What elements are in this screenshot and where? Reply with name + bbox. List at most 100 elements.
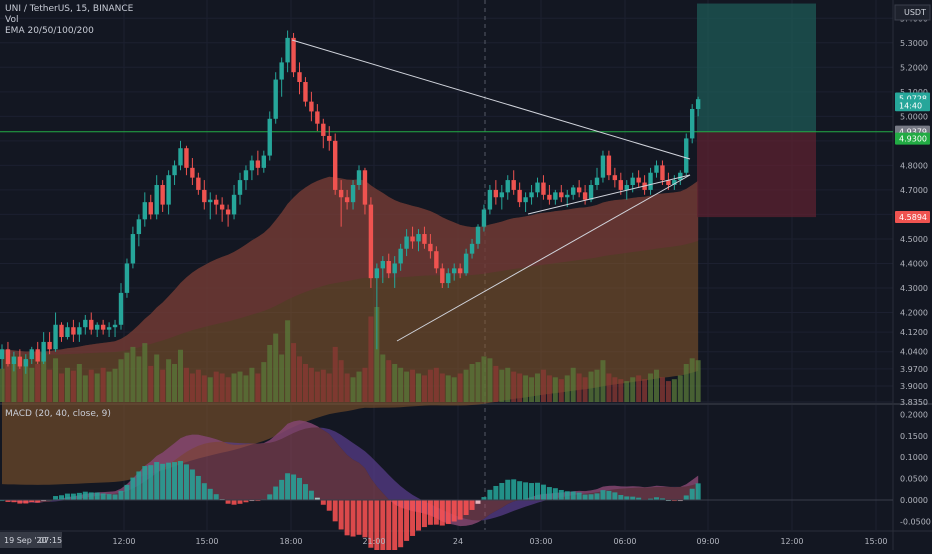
volume-bar	[618, 379, 624, 402]
macd-histogram-bar	[469, 500, 475, 510]
candle-body	[303, 82, 308, 102]
macd-histogram-bar	[659, 498, 665, 501]
price-tag-text: 4.5894	[899, 213, 927, 222]
price-tick-label: 4.5000	[900, 235, 928, 244]
candle-body	[196, 177, 201, 190]
candle-body	[695, 99, 701, 109]
macd-histogram-bar	[148, 465, 154, 501]
candle-body	[541, 182, 546, 195]
candle-body	[523, 197, 528, 203]
candle-body	[136, 219, 142, 235]
macd-histogram-bar	[267, 494, 273, 501]
volume-bar	[154, 354, 160, 402]
macd-histogram-bar	[332, 500, 338, 522]
candle-body	[660, 165, 665, 181]
candle-body	[95, 324, 100, 330]
volume-bar	[344, 373, 350, 402]
candle-body	[338, 189, 344, 198]
candle-body	[594, 177, 600, 185]
macd-histogram-bar	[487, 489, 493, 501]
candle-body	[11, 356, 17, 364]
candle-body	[499, 192, 504, 198]
candle-body	[59, 324, 64, 338]
macd-histogram-bar	[118, 490, 124, 501]
macd-histogram-bar	[421, 500, 427, 528]
price-tick-label: 5.0000	[900, 112, 928, 121]
macd-histogram-bar	[648, 498, 654, 501]
time-tick-label: 18:00	[279, 537, 302, 546]
volume-bar	[249, 367, 255, 402]
candle-body	[154, 184, 159, 215]
volume-bar	[463, 369, 469, 402]
candle-body	[684, 138, 689, 173]
volume-bar	[511, 371, 517, 402]
macd-histogram-bar	[535, 482, 540, 501]
macd-histogram-bar	[529, 483, 535, 501]
volume-bar	[410, 369, 416, 402]
macd-histogram-bar	[112, 494, 118, 501]
macd-histogram-bar	[398, 500, 404, 548]
candle-body	[404, 236, 409, 249]
volume-bar	[106, 371, 112, 402]
time-tick-label: 15:00	[195, 537, 218, 546]
price-tag-text: 5.0728	[899, 94, 927, 103]
macd-histogram-bar	[314, 497, 320, 501]
candle-body	[398, 248, 403, 264]
price-tag	[895, 132, 930, 145]
macd-histogram-bar	[380, 500, 386, 554]
candle-body	[291, 37, 296, 73]
candle-body	[493, 189, 499, 198]
volume-bar	[451, 377, 457, 402]
price-tick-label: 4.3000	[900, 284, 928, 293]
candle-body	[225, 209, 231, 215]
price-tag-text: 4.9300	[899, 135, 927, 144]
candle-body	[29, 349, 34, 360]
macd-histogram-bar	[94, 492, 100, 501]
candle-body	[297, 72, 302, 83]
volume-bar	[386, 360, 392, 402]
macd-histogram-bar	[195, 475, 201, 501]
macd-histogram-bar	[356, 500, 362, 535]
candle-body	[267, 118, 272, 156]
volume-bar	[273, 333, 279, 402]
macd-histogram-bar	[243, 500, 249, 503]
candle-body	[231, 194, 237, 215]
volume-bar	[148, 365, 154, 402]
volume-bar	[416, 373, 421, 402]
candle-body	[374, 268, 380, 279]
volume-bar	[433, 367, 439, 402]
candle-body	[273, 79, 278, 119]
macd-histogram-bar	[588, 494, 594, 501]
volume-bar	[297, 356, 302, 402]
macd-histogram-bar	[338, 500, 344, 530]
volume-bar	[261, 362, 267, 402]
macd-histogram-bar	[499, 482, 505, 501]
candle-body	[517, 189, 522, 203]
candle-body	[112, 324, 118, 328]
candle-body	[463, 253, 469, 274]
volume-bar	[53, 358, 59, 402]
macd-histogram-bar	[5, 500, 11, 502]
macd-histogram-bar	[606, 490, 612, 501]
macd-histogram-bar	[368, 500, 374, 548]
volume-bar	[267, 345, 273, 402]
candle-body	[148, 202, 153, 215]
price-tick-label: 3.9700	[900, 365, 928, 374]
macd-histogram-bar	[386, 500, 392, 554]
candle-body	[440, 268, 445, 284]
volume-bar	[112, 368, 118, 402]
candle-body	[214, 199, 219, 205]
candle-body	[172, 165, 177, 176]
macd-histogram-bar	[618, 494, 624, 501]
volume-bar	[445, 375, 451, 402]
volume-bar	[338, 360, 344, 402]
candle-body	[178, 148, 183, 166]
macd-histogram-bar	[558, 489, 564, 501]
volume-bar	[70, 370, 76, 402]
macd-histogram-bar	[636, 497, 642, 501]
macd-histogram-bar	[70, 493, 76, 501]
macd-histogram-bar	[201, 483, 207, 501]
macd-histogram-bar	[505, 479, 511, 501]
